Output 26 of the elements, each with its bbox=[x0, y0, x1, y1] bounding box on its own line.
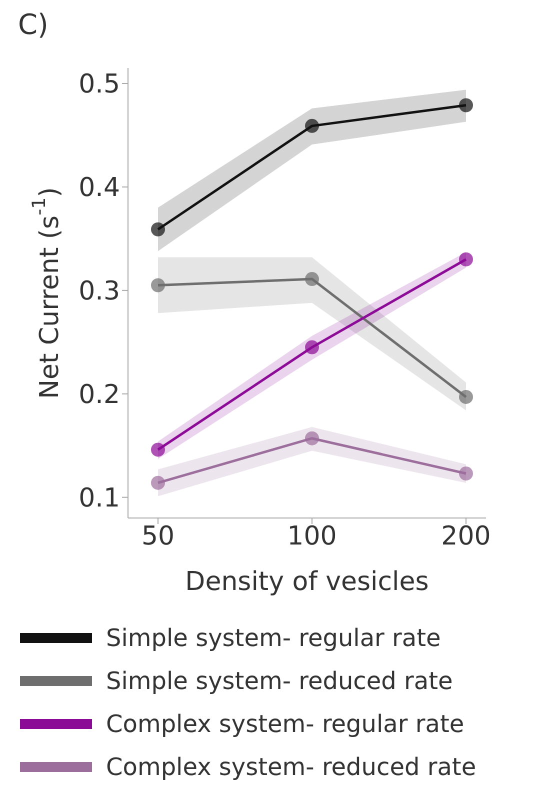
legend-label: Complex system- reduced rate bbox=[106, 752, 476, 780]
y-tick-label: 0.1 bbox=[78, 484, 120, 514]
x-tick-label: 50 bbox=[141, 521, 175, 552]
y-tick-label: 0.2 bbox=[78, 380, 120, 410]
point bbox=[151, 222, 165, 236]
point bbox=[305, 340, 319, 354]
x-tick-label: 100 bbox=[287, 521, 337, 552]
x-tick-label: 200 bbox=[441, 521, 491, 552]
chart-title: C) bbox=[18, 8, 50, 43]
point bbox=[305, 431, 319, 446]
y-tick-label: 0.3 bbox=[78, 276, 120, 307]
legend-label: Simple system- regular rate bbox=[106, 624, 441, 652]
point bbox=[459, 98, 473, 112]
legend-label: Complex system- regular rate bbox=[106, 710, 464, 738]
point bbox=[151, 442, 165, 457]
point bbox=[459, 252, 473, 266]
point bbox=[305, 118, 319, 133]
x-axis-title: Density of vesicles bbox=[185, 567, 429, 597]
point bbox=[151, 476, 165, 490]
point bbox=[459, 466, 473, 481]
point bbox=[459, 390, 473, 404]
point bbox=[305, 272, 319, 286]
y-tick-label: 0.5 bbox=[78, 70, 120, 100]
y-tick-label: 0.4 bbox=[78, 173, 120, 204]
legend-label: Simple system- reduced rate bbox=[106, 666, 453, 694]
point bbox=[151, 278, 165, 292]
